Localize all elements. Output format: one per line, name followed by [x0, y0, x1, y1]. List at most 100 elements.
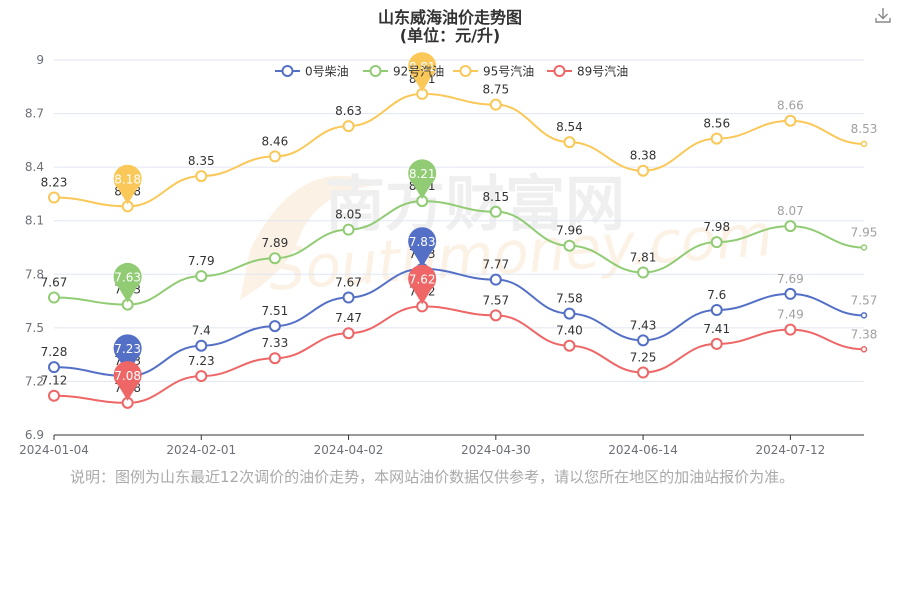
data-label: 7.89: [262, 236, 289, 250]
data-point: [195, 339, 208, 352]
data-label: 7.23: [188, 354, 215, 368]
download-icon[interactable]: [874, 6, 892, 24]
marker-pin-label: 7.83: [409, 235, 436, 249]
data-label: 8.05: [335, 208, 362, 222]
y-tick-label: 7.8: [25, 267, 44, 281]
data-point: [637, 164, 650, 177]
data-label: 7.51: [262, 304, 289, 318]
data-label: 8.38: [630, 149, 657, 163]
marker-pin-max: [408, 159, 437, 200]
data-label: 7.57: [851, 293, 878, 307]
legend-item[interactable]: 92号汽油: [363, 64, 444, 79]
data-point: [563, 307, 576, 320]
data-label: 8.75: [482, 83, 509, 97]
x-tick-label: 2024-01-04: [19, 443, 89, 457]
data-point: [784, 287, 797, 300]
legend-item[interactable]: 95号汽油: [453, 64, 534, 79]
marker-pin-min: [113, 262, 142, 303]
y-tick-label: 8.4: [25, 160, 44, 174]
marker-pin-min: [113, 164, 142, 205]
data-label: 8.07: [777, 204, 804, 218]
data-label: 8.54: [556, 120, 583, 134]
data-label: 8.56: [703, 117, 730, 131]
data-point: [489, 205, 502, 218]
data-point: [637, 334, 650, 347]
data-label: 7.33: [262, 336, 289, 350]
data-label: 7.79: [188, 254, 215, 268]
data-label: 8.53: [851, 122, 878, 136]
data-label: 7.4: [192, 324, 211, 338]
data-point: [268, 320, 281, 333]
legend-item[interactable]: 0号柴油: [275, 65, 349, 79]
legend-symbol: [553, 65, 566, 77]
data-point: [563, 136, 576, 149]
marker-pin-label: 8.81: [409, 60, 436, 74]
data-label: 7.49: [777, 308, 804, 322]
data-point: [195, 370, 208, 383]
data-point: [860, 140, 868, 148]
data-label: 7.69: [777, 272, 804, 286]
data-point: [784, 323, 797, 336]
data-point: [268, 352, 281, 365]
data-point: [563, 339, 576, 352]
legend-item[interactable]: 89号汽油: [547, 64, 628, 79]
data-label: 7.77: [482, 258, 509, 272]
x-tick-label: 2024-04-30: [461, 443, 531, 457]
data-point: [563, 239, 576, 252]
y-tick-label: 8.7: [25, 107, 44, 121]
series-line-3: [53, 305, 865, 404]
chart-subtitle: (单位：元/升): [399, 26, 501, 45]
data-point: [710, 132, 723, 145]
data-point: [48, 361, 60, 374]
data-point: [710, 236, 723, 249]
data-point: [342, 223, 355, 236]
data-label: 7.41: [703, 322, 730, 336]
data-point: [710, 304, 723, 316]
data-label: 7.38: [851, 327, 878, 341]
legend-symbol: [369, 65, 382, 77]
legend-label: 89号汽油: [577, 64, 628, 79]
data-point: [48, 291, 60, 304]
footer-note: 说明：图例为山东最近12次调价的油价走势，本网站油价数据仅供参考，请以您所在地区…: [70, 468, 795, 486]
data-label: 7.28: [41, 345, 68, 359]
data-label: 7.67: [335, 276, 362, 290]
x-tick-label: 2024-06-14: [608, 443, 678, 457]
legend-label: 92号汽油: [393, 64, 444, 79]
data-label: 7.40: [556, 324, 583, 338]
data-label: 7.67: [41, 276, 68, 290]
data-point: [637, 266, 650, 279]
watermark-cn: 南方财富网: [325, 170, 625, 240]
data-point: [784, 114, 797, 127]
data-label: 7.25: [630, 351, 657, 365]
data-point: [268, 252, 281, 265]
data-point: [860, 346, 868, 353]
marker-pin-max: [408, 52, 437, 92]
data-point: [637, 366, 650, 379]
x-tick-label: 2024-04-02: [314, 443, 384, 457]
data-label: 8.35: [188, 154, 215, 168]
data-point: [710, 337, 723, 350]
x-tick-label: 2024-07-12: [755, 443, 825, 457]
data-label: 7.57: [482, 293, 509, 307]
data-label: 7.12: [41, 374, 68, 388]
marker-pin-label: 7.08: [114, 369, 141, 383]
legend-symbol: [281, 65, 294, 77]
data-label: 7.95: [851, 226, 878, 240]
y-tick-label: 7.2: [25, 374, 44, 388]
marker-pin-label: 7.62: [409, 272, 436, 286]
x-tick-label: 2024-02-01: [166, 443, 236, 457]
data-label: 8.63: [335, 104, 362, 118]
marker-pin-label: 8.18: [114, 172, 141, 186]
marker-pin-max: [408, 264, 437, 305]
data-point: [48, 191, 60, 204]
data-point: [489, 309, 502, 322]
data-label: 8.66: [777, 99, 804, 113]
legend-label: 95号汽油: [483, 64, 534, 79]
data-label: 8.46: [262, 134, 289, 148]
legend-label: 0号柴油: [305, 65, 349, 79]
data-point: [784, 220, 797, 233]
data-label: 7.6: [707, 288, 726, 302]
data-label: 8.23: [41, 176, 68, 190]
y-tick-label: 8.1: [25, 214, 44, 228]
